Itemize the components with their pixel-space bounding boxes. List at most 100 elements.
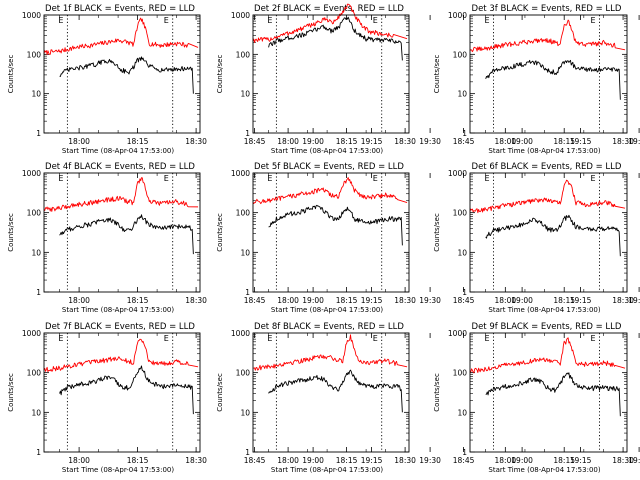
event-marker-label: E — [485, 16, 490, 25]
plot-frame — [252, 332, 410, 453]
x-axis-label: Start Time (08-Apr-04 17:53:00) — [488, 306, 600, 314]
y-tick-label: 10 — [240, 90, 250, 99]
panel-title: Det 5f BLACK = Events, RED = LLD — [254, 162, 404, 172]
lld-series-line — [43, 17, 199, 56]
event-marker-label: E — [267, 334, 272, 343]
y-tick-label: 100 — [27, 209, 42, 218]
x-tick-label: 18:45 — [244, 456, 266, 465]
lld-series-line — [469, 337, 626, 374]
lld-series-line — [252, 3, 408, 43]
lld-series-line — [252, 334, 408, 371]
y-tick-label: 1000 — [231, 169, 250, 178]
x-tick-label: 19:30 — [628, 456, 640, 465]
event-marker-label: E — [267, 174, 272, 183]
x-axis-label: Start Time (08-Apr-04 17:53:00) — [271, 147, 383, 155]
event-marker-label: E — [267, 16, 272, 25]
x-tick-label: 18:30 — [394, 137, 416, 146]
event-marker-label: E — [164, 16, 169, 25]
event-marker-label: E — [164, 334, 169, 343]
x-tick-label: 18:15 — [553, 137, 575, 146]
x-tick-label: 18:15 — [127, 137, 149, 146]
x-axis-label: Start Time (08-Apr-04 17:53:00) — [62, 466, 174, 474]
plot-frame — [43, 332, 201, 453]
panel-det-5: Det 5f BLACK = Events, RED = LLD 1 10 100 10… — [216, 162, 640, 314]
x-tick-label: 19:00 — [511, 137, 533, 146]
y-tick-label: 10 — [31, 408, 41, 417]
y-tick-label: 1000 — [448, 329, 467, 338]
x-axis-label: Start Time (08-Apr-04 17:53:00) — [62, 147, 174, 155]
y-tick-label: 1000 — [231, 329, 250, 338]
lld-series-line — [252, 177, 408, 205]
x-tick-label: 19:00 — [302, 456, 324, 465]
y-tick-label: 100 — [236, 50, 251, 59]
x-axis-label: Start Time (08-Apr-04 17:53:00) — [271, 306, 383, 314]
panel-det-1: Det 1f BLACK = Events, RED = LLD 1 10 100 10… — [7, 4, 441, 155]
x-tick-label: 18:15 — [336, 296, 358, 305]
events-series-line — [485, 372, 621, 417]
event-marker-label: E — [485, 174, 490, 183]
panel-det-9: Det 9f BLACK = Events, RED = LLD 1 10 100 10… — [433, 322, 634, 474]
y-tick-label: 10 — [31, 248, 41, 257]
y-tick-label: 1000 — [22, 329, 41, 338]
x-tick-label: 19:30 — [628, 296, 640, 305]
y-tick-label: 10 — [457, 408, 467, 417]
y-axis-label: Counts/sec — [216, 55, 224, 94]
x-tick-label: 18:15 — [553, 296, 575, 305]
x-tick-label: 18:45 — [244, 137, 266, 146]
y-tick-label: 1 — [462, 288, 467, 297]
panel-det-3: Det 3f BLACK = Events, RED = LLD 1 10 100 10… — [433, 4, 634, 155]
lld-series-line — [469, 179, 626, 214]
panel-title: Det 9f BLACK = Events, RED = LLD — [472, 322, 622, 332]
x-tick-label: 18:30 — [612, 296, 634, 305]
panel-det-8: Det 8f BLACK = Events, RED = LLD 1 10 100 10… — [216, 322, 640, 474]
x-axis-label: Start Time (08-Apr-04 17:53:00) — [62, 306, 174, 314]
y-axis-label: Counts/sec — [7, 213, 15, 252]
y-axis-label: Counts/sec — [216, 373, 224, 412]
y-tick-label: 100 — [27, 50, 42, 59]
y-tick-label: 100 — [453, 369, 468, 378]
x-tick-label: 18:00 — [495, 137, 517, 146]
x-axis-label: Start Time (08-Apr-04 17:53:00) — [488, 466, 600, 474]
panel-title: Det 2f BLACK = Events, RED = LLD — [254, 4, 404, 14]
x-tick-label: 19:15 — [570, 137, 592, 146]
event-marker-label: E — [58, 334, 63, 343]
x-tick-label: 18:30 — [185, 137, 207, 146]
x-tick-label: 18:00 — [495, 296, 517, 305]
x-tick-label: 18:00 — [495, 456, 517, 465]
event-marker-label: E — [58, 174, 63, 183]
y-axis-label: Counts/sec — [433, 213, 441, 252]
panel-title: Det 8f BLACK = Events, RED = LLD — [254, 322, 404, 332]
panel-det-2: Det 2f BLACK = Events, RED = LLD 1 10 100 10… — [216, 3, 640, 155]
y-axis-label: Counts/sec — [216, 213, 224, 252]
event-marker-label: E — [373, 16, 378, 25]
x-tick-label: 19:15 — [570, 296, 592, 305]
y-tick-label: 1000 — [231, 11, 250, 20]
x-tick-label: 18:30 — [612, 456, 634, 465]
y-tick-label: 1 — [36, 129, 41, 138]
event-marker-label: E — [591, 334, 596, 343]
panel-title: Det 1f BLACK = Events, RED = LLD — [45, 4, 195, 14]
x-tick-label: 19:00 — [302, 137, 324, 146]
x-tick-label: 19:00 — [302, 296, 324, 305]
events-series-line — [59, 56, 194, 94]
x-tick-label: 18:45 — [453, 456, 475, 465]
y-tick-label: 100 — [236, 209, 251, 218]
y-tick-label: 1 — [36, 448, 41, 457]
event-marker-label: E — [164, 174, 169, 183]
y-axis-label: Counts/sec — [433, 373, 441, 412]
x-tick-label: 19:00 — [511, 456, 533, 465]
y-tick-label: 1 — [245, 288, 250, 297]
panel-det-6: Det 6f BLACK = Events, RED = LLD 1 10 100 10… — [433, 162, 634, 314]
y-tick-label: 1 — [245, 448, 250, 457]
x-tick-label: 18:30 — [185, 296, 207, 305]
x-tick-label: 18:30 — [185, 456, 207, 465]
x-tick-label: 19:30 — [419, 296, 441, 305]
x-axis-label: Start Time (08-Apr-04 17:53:00) — [271, 466, 383, 474]
x-tick-label: 18:00 — [277, 137, 299, 146]
events-series-line — [59, 214, 194, 255]
x-tick-label: 19:15 — [361, 137, 383, 146]
y-tick-label: 10 — [457, 248, 467, 257]
x-tick-label: 18:00 — [68, 296, 90, 305]
y-tick-label: 100 — [27, 369, 42, 378]
